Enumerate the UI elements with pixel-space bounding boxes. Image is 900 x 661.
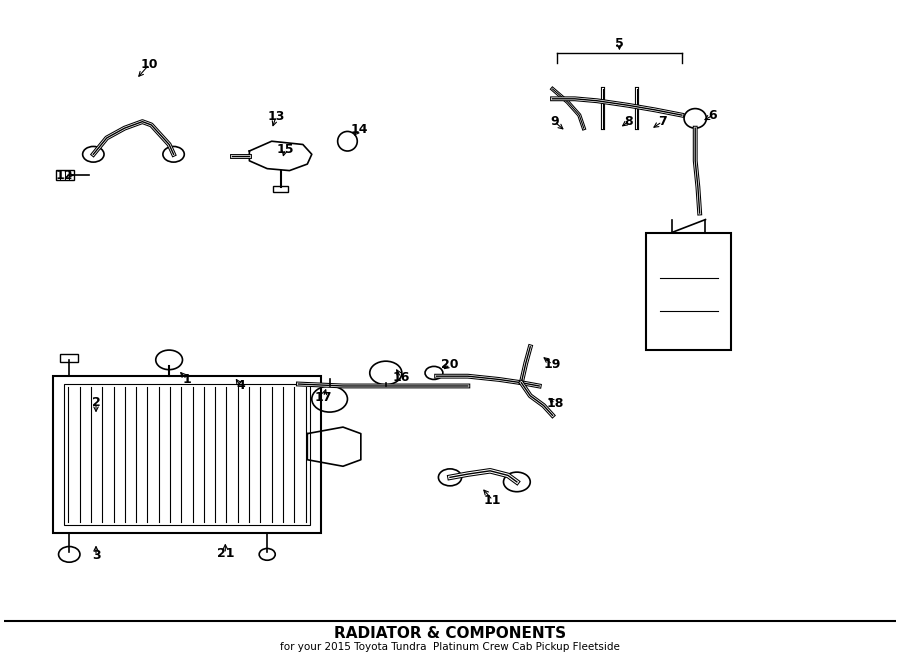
Bar	[56, 170, 74, 180]
Text: 13: 13	[267, 110, 284, 123]
Text: 19: 19	[544, 358, 562, 371]
Text: 20: 20	[441, 358, 459, 371]
Bar	[646, 233, 731, 350]
Text: 21: 21	[217, 547, 234, 561]
Text: 6: 6	[708, 108, 717, 122]
Text: 10: 10	[140, 58, 158, 71]
Bar	[53, 376, 320, 533]
Text: 16: 16	[392, 371, 410, 384]
Text: 18: 18	[546, 397, 564, 410]
Bar	[60, 354, 78, 362]
Text: 1: 1	[183, 373, 192, 386]
Text: RADIATOR & COMPONENTS: RADIATOR & COMPONENTS	[334, 627, 566, 641]
Text: 14: 14	[350, 123, 368, 136]
Text: 11: 11	[484, 494, 501, 507]
Text: 8: 8	[624, 115, 633, 128]
Bar	[274, 186, 288, 192]
Bar	[64, 384, 310, 525]
Text: 12: 12	[56, 169, 74, 182]
Text: 7: 7	[658, 115, 667, 128]
Text: 17: 17	[315, 391, 332, 404]
Text: 5: 5	[615, 37, 624, 50]
Text: 3: 3	[92, 549, 100, 562]
Text: 9: 9	[550, 115, 559, 128]
Text: 4: 4	[236, 379, 245, 393]
Text: for your 2015 Toyota Tundra  Platinum Crew Cab Pickup Fleetside: for your 2015 Toyota Tundra Platinum Cre…	[280, 642, 620, 652]
Text: 15: 15	[276, 143, 293, 155]
Text: 2: 2	[92, 396, 101, 408]
